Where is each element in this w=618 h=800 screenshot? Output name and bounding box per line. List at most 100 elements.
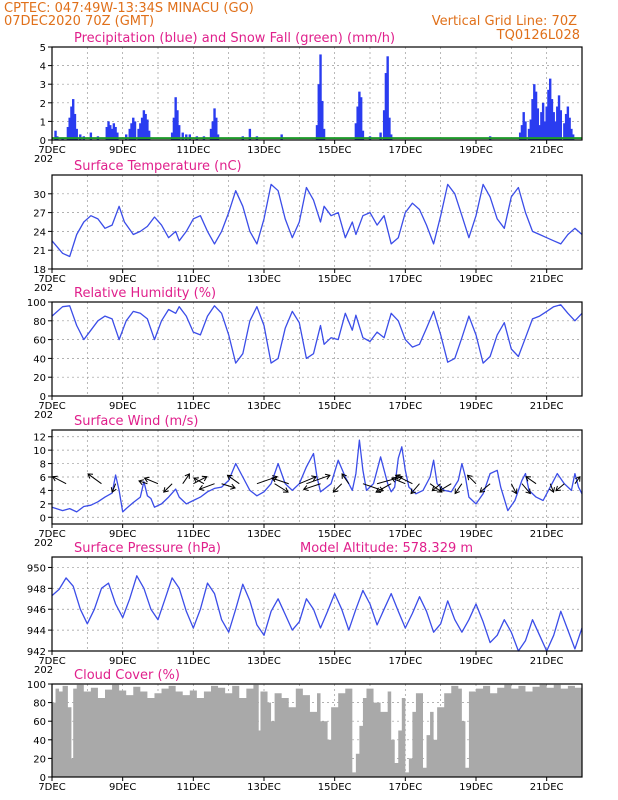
wind-vector [376, 476, 403, 485]
x-year-label: 202 [34, 154, 53, 165]
wind-vector [199, 483, 215, 490]
wind-vector-head [454, 488, 460, 495]
precip-bar [73, 113, 77, 140]
wind-vector [163, 483, 173, 493]
precip-bar [105, 126, 108, 140]
x-year-label: 202 [34, 410, 53, 421]
rh-panel: 0 20 40 60 80 100 7DEC 9DEC 11DEC 13DEC 15DEC 17DEC… [27, 286, 583, 421]
y-tick-label: 20 [33, 754, 46, 765]
x-tick-label: 7DEC [38, 274, 65, 285]
wind-vector [274, 483, 289, 493]
precip-bar [354, 123, 358, 140]
y-tick-label: 948 [27, 584, 46, 595]
precip-bar [176, 110, 179, 140]
x-tick-label: 17DEC [388, 529, 422, 540]
x-tick-label: 19DEC [459, 401, 493, 412]
pressure-panel: 942 944 946 948 950 7DEC 9DEC 11DEC 13DEC 15DEC 17… [27, 541, 583, 676]
precip-bar [213, 108, 216, 140]
x-tick-label: 9DEC [109, 782, 136, 793]
precip-bar [547, 89, 550, 140]
x-tick-label: 21DEC [530, 529, 564, 540]
wind-vector-head [375, 487, 382, 493]
wind-vector-head [525, 488, 531, 495]
x-tick-label: 19DEC [459, 656, 493, 667]
x-tick-label: 19DEC [459, 145, 493, 156]
x-tick-label: 15DEC [318, 782, 352, 793]
wind-vector-head [575, 475, 581, 482]
precip-bar [142, 110, 146, 140]
wind-vector-head [525, 476, 532, 482]
wind-vector [271, 477, 289, 485]
precip-panel: 0 1 2 3 4 5 7DEC 9DEC 11DEC 13DEC 15DEC 17DEC 19DEC 2… [34, 31, 583, 165]
x-tick-label: 21DEC [530, 401, 564, 412]
y-tick-label: 1 [40, 117, 46, 128]
precip-bar [534, 91, 538, 140]
precip-bar [384, 73, 388, 140]
wind-vector [299, 476, 317, 485]
x-tick-label: 9DEC [109, 145, 136, 156]
precip-bar [174, 97, 177, 140]
y-tick-label: 40 [33, 736, 46, 747]
x-tick-label: 11DEC [176, 274, 210, 285]
x-tick-label: 19DEC [459, 782, 493, 793]
y-tick-label: 4 [40, 62, 46, 73]
wind-vector-head [198, 485, 205, 491]
precip-bar [70, 106, 73, 140]
x-tick-label: 9DEC [109, 274, 136, 285]
wind-vector [332, 483, 343, 493]
x-tick-label: 11DEC [176, 401, 210, 412]
wind-vector-head [138, 479, 144, 486]
y-tick-label: 40 [33, 354, 46, 365]
y-tick-label: 100 [27, 680, 46, 691]
cloud-title: Cloud Cover (%) [74, 668, 180, 683]
wind-vector-head [51, 475, 58, 482]
model-altitude: Model Altitude: 578.329 m [300, 541, 473, 556]
precip-bar [315, 125, 319, 140]
panel-frame [51, 174, 583, 270]
wind-vector-head [184, 473, 190, 479]
wind-vector-head [397, 474, 404, 481]
wind-vector [574, 476, 581, 485]
wind-vector-head [324, 473, 331, 480]
wind-vector-head [479, 487, 486, 493]
wind-vector [555, 483, 565, 492]
precip-bar [524, 121, 527, 140]
y-tick-label: 10 [33, 446, 46, 457]
wind-vector-head [410, 488, 416, 495]
header-grid-line: Vertical Grid Line: 70Z [432, 14, 577, 29]
wind-vector-head [341, 473, 347, 479]
precip-bar [559, 110, 562, 140]
precip-bar [68, 117, 71, 140]
x-tick-label: 17DEC [388, 274, 422, 285]
wind-vector-head [87, 473, 94, 479]
x-tick-label: 7DEC [38, 401, 65, 412]
x-tick-label: 17DEC [388, 656, 422, 667]
precip-bar [75, 128, 78, 140]
precip-bar [181, 132, 184, 140]
x-tick-label: 13DEC [247, 274, 281, 285]
header-model-code: TQ0126L028 [496, 28, 580, 43]
precip-bar [529, 119, 532, 140]
wind-vector-head [143, 476, 150, 483]
precip-bar [554, 121, 557, 140]
y-tick-label: 8 [40, 460, 46, 471]
precip-bar [358, 91, 361, 140]
precip-bar [128, 128, 131, 140]
y-tick-label: 30 [33, 190, 46, 201]
precip-bar [66, 126, 70, 140]
precip-bar [556, 106, 559, 140]
precip-bar [518, 132, 522, 140]
precip-bar [522, 112, 525, 140]
precip-bar [557, 95, 561, 140]
precip-bar [388, 117, 391, 140]
y-tick-label: 60 [33, 336, 46, 347]
precip-bar [527, 128, 531, 140]
precip-bar [543, 121, 547, 140]
wind-vector [341, 473, 350, 484]
precip-bar [564, 113, 568, 140]
temp-line [51, 183, 583, 258]
wind-vector-head [201, 475, 208, 482]
x-tick-label: 21DEC [530, 274, 564, 285]
y-tick-label: 2 [40, 99, 46, 110]
panel-frame [51, 46, 583, 141]
